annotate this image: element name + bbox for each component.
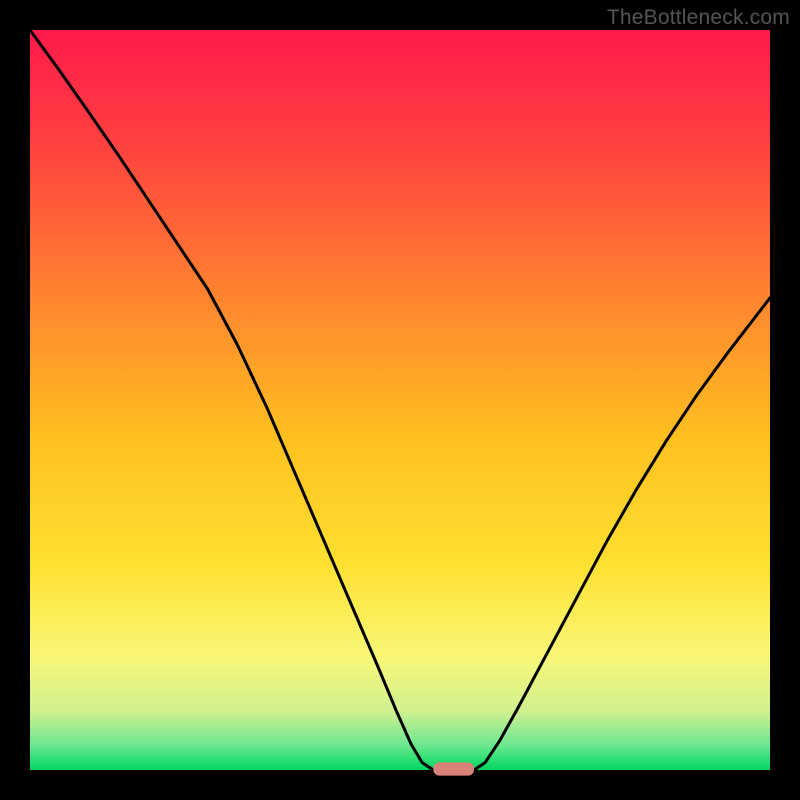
minimum-marker	[433, 762, 474, 775]
watermark-text: TheBottleneck.com	[607, 6, 790, 30]
gradient-background	[30, 30, 770, 770]
chart-canvas: TheBottleneck.com	[0, 0, 800, 800]
bottleneck-curve-chart	[0, 0, 800, 800]
